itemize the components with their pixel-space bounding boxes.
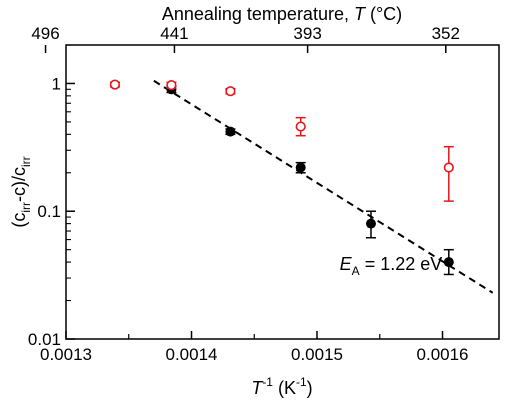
data-marker <box>443 257 454 268</box>
data-marker <box>166 80 177 91</box>
y-tick-label: 1 <box>52 74 61 93</box>
open-circle-point <box>295 116 306 137</box>
open-circle-point <box>166 80 177 91</box>
data-marker <box>443 162 454 173</box>
data-points <box>109 79 454 276</box>
axis-ticks <box>44 44 447 340</box>
open-circle-point <box>109 79 121 90</box>
x-tick-label: 0.0014 <box>166 345 218 364</box>
data-marker <box>225 126 236 137</box>
y-axis-title: (cirr-c)/cirr <box>9 156 33 227</box>
data-marker <box>295 162 306 173</box>
axis-tick-labels: 0.0013 0.0014 0.0015 0.0016 496 441 393 352 0.01… <box>28 24 469 364</box>
filled-circle-point <box>365 210 376 239</box>
filled-circle-point <box>225 126 236 137</box>
x-axis-title: T-1 (K-1) <box>251 375 312 398</box>
activation-energy-label: EA = 1.22 eV <box>340 254 443 278</box>
top-tick-label: 393 <box>293 24 321 43</box>
data-marker <box>365 218 376 229</box>
y-tick-label: 0.1 <box>37 202 61 221</box>
y-tick-label: 0.01 <box>28 330 61 349</box>
x-tick-label: 0.0016 <box>417 345 469 364</box>
data-marker <box>109 79 121 90</box>
filled-circle-point <box>295 161 306 174</box>
fit-line-group <box>153 79 494 294</box>
x-tick-label: 0.0013 <box>40 345 92 364</box>
x-tick-label: 0.0015 <box>291 345 343 364</box>
top-axis-title: Annealing temperature, T (°C) <box>162 4 402 24</box>
plot-frame <box>65 44 500 340</box>
open-circle-point <box>443 145 454 202</box>
open-circle-point <box>225 86 236 97</box>
data-marker <box>295 121 306 132</box>
top-tick-label: 496 <box>31 24 59 43</box>
data-marker <box>225 86 236 97</box>
filled-circle-point <box>443 248 454 276</box>
plot-area-border <box>65 44 500 340</box>
top-tick-label: 441 <box>160 24 188 43</box>
fit-line <box>153 79 494 294</box>
top-tick-label: 352 <box>432 24 460 43</box>
